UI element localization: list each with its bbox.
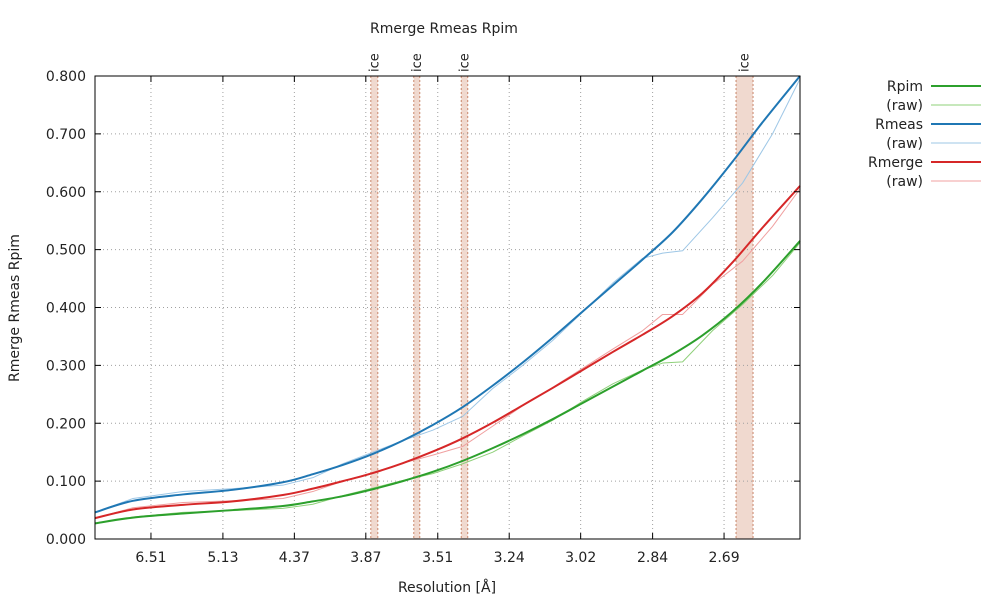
series-layer [94, 75, 801, 525]
grid-layer [95, 75, 800, 539]
ice-label-layer: ice ice ice ice [367, 53, 752, 72]
y-tick-label: 0.000 [46, 532, 86, 548]
y-tick-label: 0.300 [46, 358, 86, 374]
ice-ring-label: ice [410, 53, 425, 72]
ice-ring-label: ice [457, 53, 472, 72]
x-axis-label: Resolution [Å] [398, 579, 496, 596]
y-tick-label: 0.400 [46, 301, 86, 317]
legend-label: (raw) [886, 98, 923, 114]
y-tick-label: 0.200 [46, 416, 86, 432]
series-line-rmeas [94, 75, 801, 514]
series-line-rpim [94, 240, 801, 525]
x-tick-label: 4.37 [279, 550, 310, 566]
x-tick-label: 2.69 [708, 550, 739, 566]
series-line-raw-1 [94, 242, 801, 524]
x-tick-label: 2.84 [637, 550, 668, 566]
y-tick-label: 0.100 [46, 474, 86, 490]
legend-label: Rmerge [868, 155, 923, 171]
ice-ring-band [370, 76, 378, 539]
y-tick-label: 0.600 [46, 185, 86, 201]
series-line-raw-5 [94, 188, 801, 519]
x-tick-label: 3.87 [350, 550, 381, 566]
chart-title: Rmerge Rmeas Rpim [370, 21, 518, 37]
ice-ring-band [736, 76, 754, 539]
ice-ring-layer [370, 76, 754, 539]
x-tick-label: 3.24 [494, 550, 525, 566]
x-tick-label: 6.51 [135, 550, 166, 566]
series-line-rmerge [94, 185, 801, 520]
legend-label: Rmeas [875, 117, 923, 133]
y-tick-label: 0.700 [46, 127, 86, 143]
y-tick-label: 0.500 [46, 243, 86, 259]
x-tick-label: 3.02 [565, 550, 596, 566]
ice-ring-band [461, 76, 468, 539]
tick-layer: 6.51 5.13 4.37 3.87 3.51 3.24 3.02 2.84 2.69 0.00… [46, 69, 800, 566]
legend: Rpim (raw) Rmeas (raw) Rmerge (raw) [868, 79, 981, 190]
series-line-raw-3 [94, 78, 801, 513]
legend-label: Rpim [887, 79, 923, 95]
ice-ring-label: ice [738, 53, 753, 72]
legend-label: (raw) [886, 174, 923, 190]
y-tick-label: 0.800 [46, 69, 86, 85]
legend-label: (raw) [886, 136, 923, 152]
ice-ring-band [413, 76, 420, 539]
y-axis-label: Rmerge Rmeas Rpim [7, 234, 23, 382]
ice-ring-label: ice [367, 53, 382, 72]
x-tick-label: 5.13 [207, 550, 238, 566]
x-tick-label: 3.51 [422, 550, 453, 566]
